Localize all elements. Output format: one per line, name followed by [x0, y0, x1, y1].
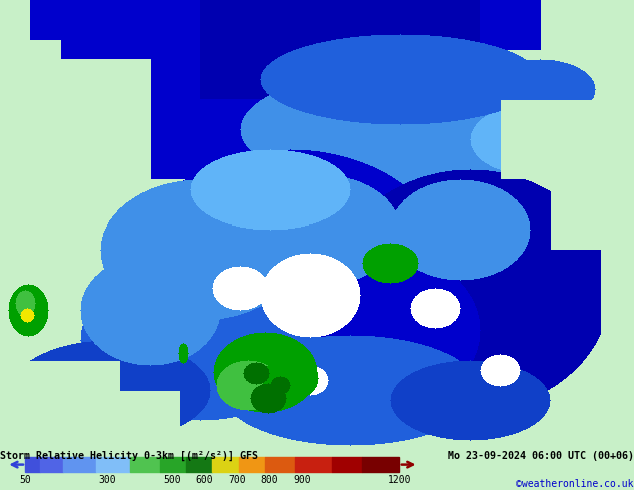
Text: 700: 700 — [228, 475, 245, 485]
Bar — [25, 457, 41, 472]
Text: ©weatheronline.co.uk: ©weatheronline.co.uk — [517, 479, 634, 489]
Text: 50: 50 — [20, 475, 31, 485]
Text: 500: 500 — [163, 475, 181, 485]
Bar — [362, 457, 399, 472]
Bar — [265, 457, 295, 472]
Bar — [332, 457, 362, 472]
Text: 1200: 1200 — [387, 475, 411, 485]
Bar — [130, 457, 160, 472]
Text: 900: 900 — [293, 475, 311, 485]
Bar — [160, 457, 186, 472]
Text: 600: 600 — [195, 475, 213, 485]
Text: 800: 800 — [261, 475, 278, 485]
Bar — [41, 457, 63, 472]
Bar — [295, 457, 332, 472]
Text: Storm Relative Helicity 0-3km [(m²/s²)] GFS: Storm Relative Helicity 0-3km [(m²/s²)] … — [0, 451, 258, 461]
Bar — [212, 457, 238, 472]
Bar — [186, 457, 212, 472]
Text: Mo 23-09-2024 06:00 UTC (00+06): Mo 23-09-2024 06:00 UTC (00+06) — [448, 451, 634, 461]
Text: 300: 300 — [98, 475, 115, 485]
Bar — [63, 457, 96, 472]
Bar — [238, 457, 265, 472]
Bar — [96, 457, 130, 472]
